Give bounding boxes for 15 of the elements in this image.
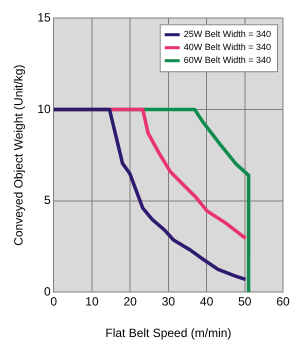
x-tick-label: 50 [238,294,252,309]
y-tick-label: 0 [44,284,52,299]
x-tick-label: 30 [162,294,176,309]
x-tick-label: 10 [85,294,99,309]
x-tick-label: 60 [276,294,290,309]
y-tick-label: 10 [37,102,52,116]
legend-label: 60W Belt Width = 340 [184,55,272,66]
x-axis-title: Flat Belt Speed (m/min) [105,326,232,340]
y-tick-label: 5 [44,193,52,208]
x-tick-label: 40 [200,294,214,309]
legend-label: 25W Belt Width = 340 [184,29,272,40]
y-tick-label: 15 [37,10,52,25]
legend-label: 40W Belt Width = 340 [184,42,272,52]
y-axis-title: Conveyed Object Weight (Unit/kg) [12,64,26,246]
x-tick-label: 20 [123,294,138,309]
